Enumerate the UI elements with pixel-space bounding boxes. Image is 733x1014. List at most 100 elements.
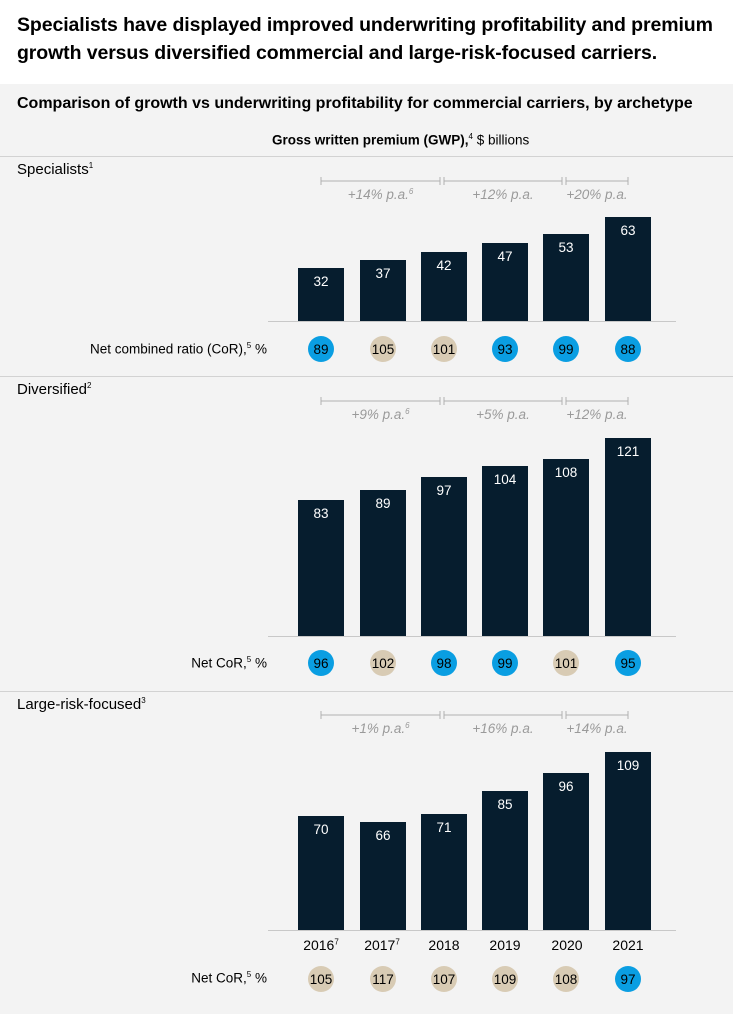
gwp-label-unit: $ billions xyxy=(472,132,530,148)
gwp-label-text: Gross written premium (GWP), xyxy=(272,132,469,148)
bar-value-label: 37 xyxy=(375,266,390,281)
year-label-text: 2018 xyxy=(428,937,460,953)
bar-value-label: 97 xyxy=(436,483,451,498)
section-divider xyxy=(0,376,733,377)
cor-label-footnote: 5 xyxy=(246,970,252,979)
cor-value-label: 88 xyxy=(620,342,635,357)
year-label: 2021 xyxy=(598,937,658,953)
growth-rate-label: +20% p.a. xyxy=(566,187,627,202)
cor-value-label: 109 xyxy=(494,972,517,987)
growth-rate-label: +16% p.a. xyxy=(472,721,533,736)
growth-rate-text: +12% p.a. xyxy=(472,187,533,202)
growth-rate-text: +12% p.a. xyxy=(566,407,627,422)
year-label-text: 2016 xyxy=(303,937,335,953)
header: Specialists have displayed improved unde… xyxy=(0,0,733,84)
bar-value-label: 47 xyxy=(497,249,512,264)
growth-rate-label: +1% p.a.6 xyxy=(351,721,410,736)
year-label-text: 2020 xyxy=(551,937,583,953)
cor-circle-profitable xyxy=(431,650,457,676)
cor-label-unit: % xyxy=(251,341,267,357)
year-label-text: 2017 xyxy=(364,937,396,953)
cor-value-label: 89 xyxy=(313,342,328,357)
cor-circle-profitable xyxy=(492,650,518,676)
cor-row-label: Net combined ratio (CoR),5 % xyxy=(90,341,267,357)
cor-circle-profitable xyxy=(553,336,579,362)
bar-value-label: 83 xyxy=(313,506,328,521)
cor-label-unit: % xyxy=(251,970,267,986)
section-title-specialists: Specialists1 xyxy=(17,161,93,178)
cor-value-label: 96 xyxy=(313,656,328,671)
year-label-footnote: 7 xyxy=(334,937,339,947)
year-label: 20167 xyxy=(291,937,351,953)
cor-value-label: 101 xyxy=(555,656,578,671)
bar xyxy=(421,477,467,636)
section-title-footnote: 2 xyxy=(87,381,92,390)
cor-value-label: 107 xyxy=(433,972,456,987)
growth-rate-label: +12% p.a. xyxy=(566,407,627,422)
cor-circle-profitable xyxy=(615,650,641,676)
bar-value-label: 109 xyxy=(617,758,640,773)
bar xyxy=(605,217,651,321)
growth-rate-text: +1% p.a. xyxy=(351,721,405,736)
cor-value-label: 99 xyxy=(558,342,573,357)
year-label-text: 2021 xyxy=(612,937,644,953)
section-title-text: Specialists xyxy=(17,161,89,178)
section-divider xyxy=(0,691,733,692)
cor-circle-unprofitable xyxy=(370,650,396,676)
cor-label-text: Net combined ratio (CoR), xyxy=(89,341,247,357)
bar-value-label: 96 xyxy=(558,779,573,794)
growth-rate-footnote: 6 xyxy=(409,187,414,196)
bar xyxy=(482,243,528,321)
bar xyxy=(298,268,344,321)
growth-rate-text: +9% p.a. xyxy=(351,407,405,422)
chart-subtitle: Comparison of growth vs underwriting pro… xyxy=(17,95,693,112)
bar xyxy=(605,438,651,636)
growth-rate-text: +16% p.a. xyxy=(472,721,533,736)
section-title-text: Diversified xyxy=(17,381,88,398)
cor-value-label: 102 xyxy=(372,656,395,671)
cor-label-unit: % xyxy=(251,655,267,671)
cor-circle-unprofitable xyxy=(431,966,457,992)
cor-value-label: 99 xyxy=(497,656,512,671)
cor-value-label: 117 xyxy=(372,972,394,987)
year-label: 20177 xyxy=(352,937,412,953)
year-label-footnote: 7 xyxy=(395,937,400,947)
cor-circle-profitable xyxy=(308,336,334,362)
bar xyxy=(543,234,589,321)
bar-value-label: 70 xyxy=(313,822,328,837)
year-label-text: 2019 xyxy=(489,937,521,953)
gwp-axis-label: Gross written premium (GWP),4 $ billions xyxy=(272,132,529,148)
cor-label-text: Net CoR, xyxy=(191,655,247,671)
bar xyxy=(482,466,528,636)
cor-value-label: 98 xyxy=(436,656,451,671)
cor-circle-unprofitable xyxy=(431,336,457,362)
growth-rate-text: +20% p.a. xyxy=(566,187,627,202)
cor-value-label: 101 xyxy=(433,342,456,357)
cor-circle-profitable xyxy=(308,650,334,676)
section-title-diversified: Diversified2 xyxy=(17,381,91,398)
growth-rate-text: +5% p.a. xyxy=(476,407,530,422)
year-label: 2020 xyxy=(537,937,597,953)
growth-rate-label: +9% p.a.6 xyxy=(351,407,410,422)
bar-value-label: 121 xyxy=(617,444,640,459)
cor-circle-profitable xyxy=(492,336,518,362)
cor-circle-unprofitable xyxy=(492,966,518,992)
cor-value-label: 105 xyxy=(310,972,333,987)
bar xyxy=(360,490,406,636)
growth-rate-label: +12% p.a. xyxy=(472,187,533,202)
growth-rate-label: +14% p.a. xyxy=(566,721,627,736)
cor-circle-unprofitable xyxy=(308,966,334,992)
bar xyxy=(421,814,467,930)
cor-circle-profitable xyxy=(615,966,641,992)
bar-value-label: 108 xyxy=(555,465,578,480)
cor-circle-unprofitable xyxy=(370,966,396,992)
cor-value-label: 108 xyxy=(555,972,578,987)
bar-value-label: 85 xyxy=(497,797,512,812)
year-label: 2019 xyxy=(475,937,535,953)
growth-rate-footnote: 6 xyxy=(405,407,410,416)
section-title-footnote: 3 xyxy=(141,696,146,705)
growth-rate-label: +14% p.a.6 xyxy=(348,187,414,202)
growth-rate-text: +14% p.a. xyxy=(348,187,409,202)
bar xyxy=(360,822,406,930)
year-label: 2018 xyxy=(414,937,474,953)
